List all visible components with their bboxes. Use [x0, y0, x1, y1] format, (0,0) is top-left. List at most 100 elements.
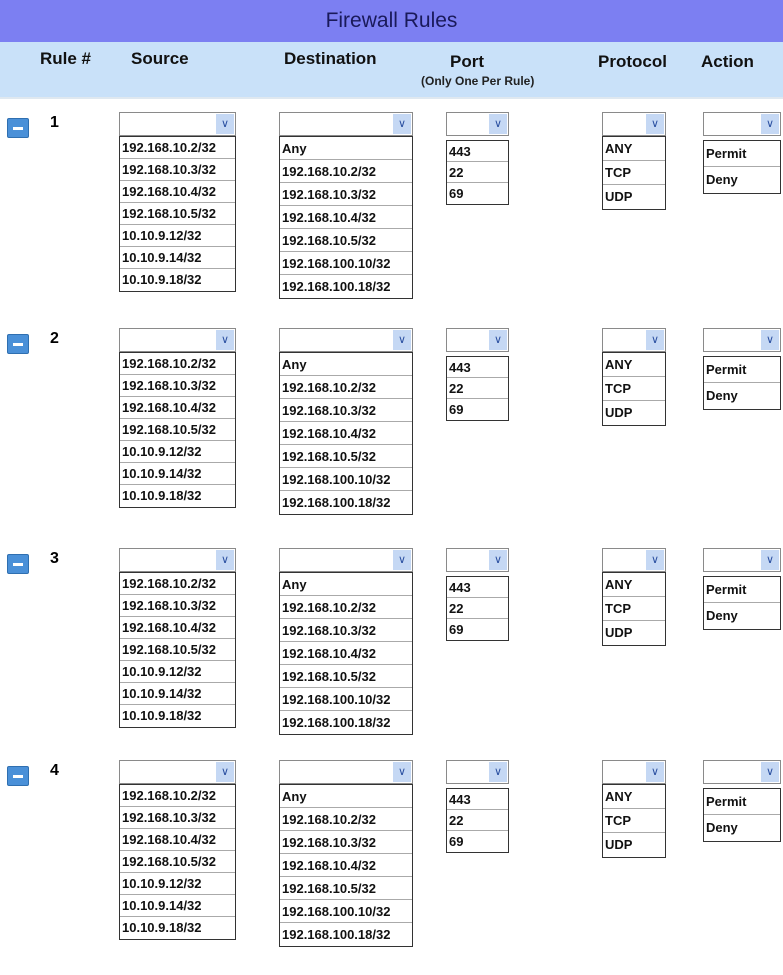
- chevron-down-icon[interactable]: ∨: [761, 550, 779, 570]
- source-option[interactable]: 192.168.10.2/32: [120, 573, 235, 595]
- destination-option[interactable]: Any: [280, 573, 412, 596]
- destination-option[interactable]: 192.168.10.4/32: [280, 854, 412, 877]
- chevron-down-icon[interactable]: ∨: [216, 550, 234, 570]
- action-option[interactable]: Deny: [706, 820, 738, 835]
- chevron-down-icon[interactable]: ∨: [761, 762, 779, 782]
- protocol-dropdown[interactable]: ∨: [602, 328, 666, 352]
- chevron-down-icon[interactable]: ∨: [646, 762, 664, 782]
- source-option[interactable]: 10.10.9.12/32: [120, 441, 235, 463]
- action-option[interactable]: Deny: [706, 608, 738, 623]
- destination-option[interactable]: 192.168.100.10/32: [280, 252, 412, 275]
- chevron-down-icon[interactable]: ∨: [393, 550, 411, 570]
- source-dropdown[interactable]: ∨: [119, 112, 236, 136]
- chevron-down-icon[interactable]: ∨: [646, 550, 664, 570]
- chevron-down-icon[interactable]: ∨: [646, 330, 664, 350]
- protocol-option[interactable]: UDP: [605, 837, 633, 852]
- port-option[interactable]: 443: [447, 357, 508, 378]
- protocol-option[interactable]: TCP: [603, 161, 665, 185]
- source-option[interactable]: 192.168.10.4/32: [120, 617, 235, 639]
- source-option[interactable]: 10.10.9.14/32: [120, 247, 235, 269]
- source-option[interactable]: 10.10.9.18/32: [122, 488, 202, 503]
- destination-option[interactable]: 192.168.10.3/32: [280, 399, 412, 422]
- destination-option[interactable]: 192.168.100.10/32: [280, 468, 412, 491]
- port-option[interactable]: 443: [447, 577, 508, 598]
- destination-option[interactable]: 192.168.10.4/32: [280, 642, 412, 665]
- source-option[interactable]: 192.168.10.3/32: [120, 375, 235, 397]
- protocol-option[interactable]: ANY: [603, 353, 665, 377]
- port-option[interactable]: 69: [449, 834, 464, 849]
- destination-option[interactable]: Any: [280, 353, 412, 376]
- protocol-option[interactable]: TCP: [603, 377, 665, 401]
- port-option[interactable]: 443: [447, 789, 508, 810]
- chevron-down-icon[interactable]: ∨: [489, 762, 507, 782]
- destination-dropdown[interactable]: ∨: [279, 760, 413, 784]
- chevron-down-icon[interactable]: ∨: [761, 114, 779, 134]
- port-option[interactable]: 22: [447, 598, 508, 619]
- source-dropdown[interactable]: ∨: [119, 548, 236, 572]
- chevron-down-icon[interactable]: ∨: [393, 762, 411, 782]
- destination-option[interactable]: 192.168.10.5/32: [280, 665, 412, 688]
- port-option[interactable]: 22: [447, 162, 508, 183]
- protocol-option[interactable]: TCP: [603, 809, 665, 833]
- source-option[interactable]: 10.10.9.14/32: [120, 463, 235, 485]
- source-option[interactable]: 192.168.10.2/32: [120, 353, 235, 375]
- source-dropdown[interactable]: ∨: [119, 328, 236, 352]
- protocol-option[interactable]: ANY: [603, 137, 665, 161]
- destination-option[interactable]: 192.168.10.3/32: [280, 183, 412, 206]
- source-option[interactable]: 10.10.9.12/32: [120, 873, 235, 895]
- port-option[interactable]: 69: [449, 186, 464, 201]
- action-option[interactable]: Permit: [704, 141, 780, 167]
- source-option[interactable]: 192.168.10.5/32: [120, 639, 235, 661]
- port-option[interactable]: 69: [449, 622, 464, 637]
- source-option[interactable]: 10.10.9.14/32: [120, 683, 235, 705]
- source-option[interactable]: 192.168.10.5/32: [120, 419, 235, 441]
- remove-rule-button[interactable]: [7, 766, 29, 786]
- port-dropdown[interactable]: ∨: [446, 548, 509, 572]
- source-option[interactable]: 10.10.9.12/32: [120, 225, 235, 247]
- destination-option[interactable]: 192.168.10.3/32: [280, 619, 412, 642]
- chevron-down-icon[interactable]: ∨: [216, 114, 234, 134]
- source-option[interactable]: 192.168.10.5/32: [120, 203, 235, 225]
- chevron-down-icon[interactable]: ∨: [646, 114, 664, 134]
- destination-option[interactable]: 192.168.10.5/32: [280, 445, 412, 468]
- destination-option[interactable]: 192.168.10.2/32: [280, 596, 412, 619]
- destination-option[interactable]: 192.168.100.10/32: [280, 900, 412, 923]
- source-option[interactable]: 192.168.10.4/32: [120, 829, 235, 851]
- source-option[interactable]: 10.10.9.18/32: [122, 708, 202, 723]
- protocol-dropdown[interactable]: ∨: [602, 760, 666, 784]
- destination-option[interactable]: 192.168.10.5/32: [280, 877, 412, 900]
- chevron-down-icon[interactable]: ∨: [489, 550, 507, 570]
- source-option[interactable]: 10.10.9.18/32: [122, 920, 202, 935]
- protocol-option[interactable]: UDP: [605, 405, 633, 420]
- source-option[interactable]: 192.168.10.3/32: [120, 159, 235, 181]
- destination-option[interactable]: 192.168.100.10/32: [280, 688, 412, 711]
- action-option[interactable]: Deny: [706, 172, 738, 187]
- remove-rule-button[interactable]: [7, 118, 29, 138]
- port-dropdown[interactable]: ∨: [446, 760, 509, 784]
- action-dropdown[interactable]: ∨: [703, 112, 781, 136]
- remove-rule-button[interactable]: [7, 334, 29, 354]
- chevron-down-icon[interactable]: ∨: [393, 330, 411, 350]
- protocol-dropdown[interactable]: ∨: [602, 112, 666, 136]
- destination-dropdown[interactable]: ∨: [279, 328, 413, 352]
- source-option[interactable]: 192.168.10.4/32: [120, 181, 235, 203]
- destination-option[interactable]: 192.168.10.2/32: [280, 160, 412, 183]
- source-option[interactable]: 192.168.10.2/32: [120, 137, 235, 159]
- port-option[interactable]: 22: [447, 810, 508, 831]
- destination-option[interactable]: 192.168.10.2/32: [280, 808, 412, 831]
- destination-dropdown[interactable]: ∨: [279, 548, 413, 572]
- destination-option[interactable]: 192.168.100.18/32: [282, 495, 391, 510]
- source-option[interactable]: 192.168.10.4/32: [120, 397, 235, 419]
- destination-option[interactable]: Any: [280, 137, 412, 160]
- chevron-down-icon[interactable]: ∨: [393, 114, 411, 134]
- protocol-option[interactable]: ANY: [603, 573, 665, 597]
- source-option[interactable]: 10.10.9.18/32: [122, 272, 202, 287]
- protocol-option[interactable]: UDP: [605, 189, 633, 204]
- destination-option[interactable]: 192.168.10.5/32: [280, 229, 412, 252]
- chevron-down-icon[interactable]: ∨: [761, 330, 779, 350]
- source-option[interactable]: 192.168.10.5/32: [120, 851, 235, 873]
- protocol-option[interactable]: TCP: [603, 597, 665, 621]
- protocol-option[interactable]: UDP: [605, 625, 633, 640]
- protocol-dropdown[interactable]: ∨: [602, 548, 666, 572]
- source-option[interactable]: 10.10.9.14/32: [120, 895, 235, 917]
